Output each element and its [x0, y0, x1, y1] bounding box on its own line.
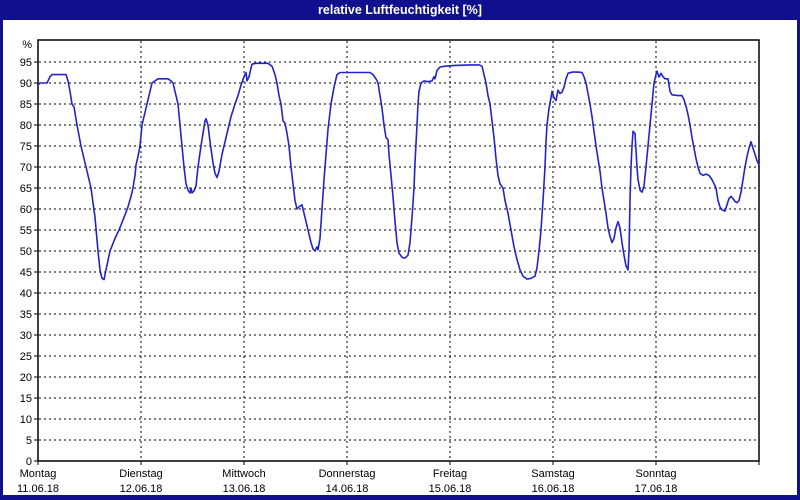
y-tick-label: 95 [20, 57, 32, 69]
y-tick-label: 5 [26, 435, 32, 447]
y-axis-unit-label: % [22, 39, 32, 51]
page-title: relative Luftfeuchtigkeit [%] [318, 3, 482, 17]
y-tick-label: 40 [20, 288, 32, 300]
y-tick-label: 65 [20, 183, 32, 195]
x-day-label: Montag [20, 468, 57, 480]
y-tick-label: 55 [20, 225, 32, 237]
title-bar: relative Luftfeuchtigkeit [%] [3, 0, 797, 20]
x-date-label: 13.06.18 [223, 483, 266, 495]
y-tick-label: 60 [20, 204, 32, 216]
x-date-label: 17.06.18 [635, 483, 678, 495]
x-date-label: 12.06.18 [120, 483, 163, 495]
y-tick-label: 35 [20, 309, 32, 321]
y-tick-label: 45 [20, 267, 32, 279]
x-day-label: Dienstag [119, 468, 162, 480]
y-tick-label: 10 [20, 414, 32, 426]
x-day-label: Sonntag [636, 468, 677, 480]
y-tick-label: 90 [20, 78, 32, 90]
x-date-label: 16.06.18 [532, 483, 575, 495]
x-date-label: 11.06.18 [17, 483, 59, 495]
x-date-label: 15.06.18 [429, 483, 472, 495]
x-day-label: Mittwoch [222, 468, 265, 480]
y-tick-label: 85 [20, 99, 32, 111]
x-day-label: Donnerstag [319, 468, 376, 480]
y-tick-label: 25 [20, 351, 32, 363]
y-tick-label: 20 [20, 372, 32, 384]
y-tick-label: 0 [26, 456, 32, 468]
x-day-label: Freitag [433, 468, 467, 480]
humidity-line [37, 62, 760, 281]
y-tick-label: 30 [20, 330, 32, 342]
y-tick-label: 15 [20, 393, 32, 405]
y-tick-label: 80 [20, 120, 32, 132]
y-tick-label: 50 [20, 246, 32, 258]
x-date-label: 14.06.18 [326, 483, 369, 495]
x-day-label: Samstag [531, 468, 574, 480]
y-tick-label: 70 [20, 162, 32, 174]
y-tick-label: 75 [20, 141, 32, 153]
